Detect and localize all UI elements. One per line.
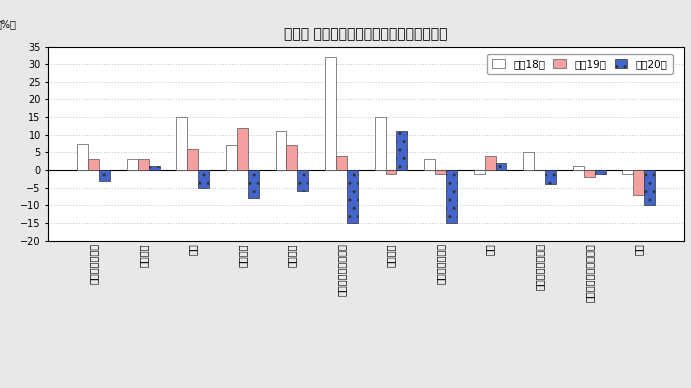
Bar bbox=[248, 170, 258, 198]
Bar bbox=[226, 146, 237, 170]
Bar bbox=[297, 170, 308, 191]
Bar bbox=[99, 170, 110, 180]
Text: （%）: （%） bbox=[0, 19, 17, 29]
Bar bbox=[495, 163, 507, 170]
Bar bbox=[287, 146, 297, 170]
Bar bbox=[276, 131, 287, 170]
Bar bbox=[88, 159, 99, 170]
Bar bbox=[77, 144, 88, 170]
Bar bbox=[237, 128, 248, 170]
Bar bbox=[386, 170, 397, 173]
Bar bbox=[424, 159, 435, 170]
Bar bbox=[127, 159, 138, 170]
Bar bbox=[474, 170, 484, 173]
Bar bbox=[545, 170, 556, 184]
Bar bbox=[187, 149, 198, 170]
Bar bbox=[634, 170, 644, 195]
Bar bbox=[347, 170, 358, 223]
Bar bbox=[138, 159, 149, 170]
Bar bbox=[484, 156, 495, 170]
Bar bbox=[198, 170, 209, 188]
Bar bbox=[595, 170, 605, 173]
Bar bbox=[584, 170, 595, 177]
Bar bbox=[375, 117, 386, 170]
Bar bbox=[435, 170, 446, 173]
Bar bbox=[397, 131, 408, 170]
Bar bbox=[644, 170, 655, 205]
Bar bbox=[149, 166, 160, 170]
Bar bbox=[523, 152, 534, 170]
Bar bbox=[336, 156, 347, 170]
Bar bbox=[176, 117, 187, 170]
Bar bbox=[446, 170, 457, 223]
Bar bbox=[573, 166, 584, 170]
Bar bbox=[623, 170, 634, 173]
Legend: 平成18年, 平成19年, 平成20年: 平成18年, 平成19年, 平成20年 bbox=[487, 54, 672, 74]
Title: 図－２ 主要業種別生産指数の前年比の推移: 図－２ 主要業種別生産指数の前年比の推移 bbox=[285, 27, 448, 41]
Bar bbox=[325, 57, 336, 170]
